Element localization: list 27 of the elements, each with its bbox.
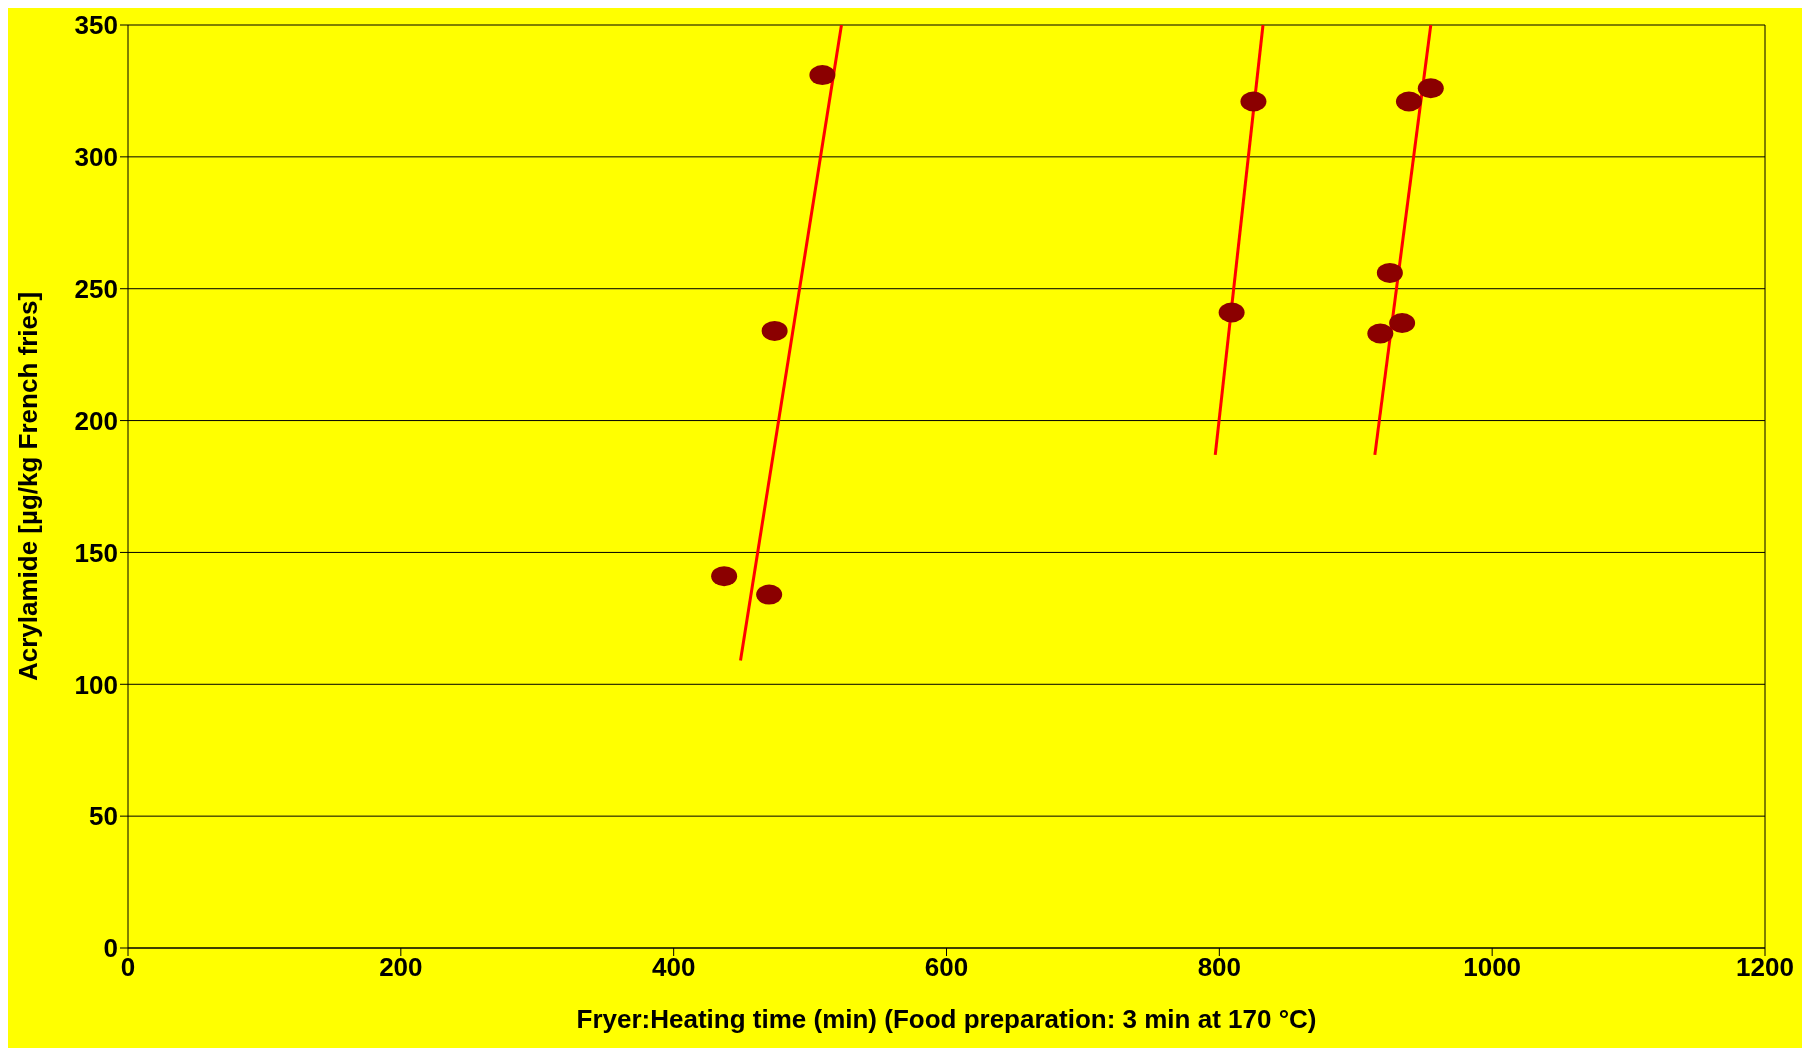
y-axis-title: Acrylamide [µg/kg French fries] — [13, 291, 44, 682]
point — [1417, 78, 1444, 99]
point — [809, 65, 836, 86]
y-tick-label: 0 — [103, 933, 118, 964]
x-tick-label: 200 — [379, 952, 423, 983]
y-tick-label: 250 — [74, 273, 118, 304]
y-tick-label: 50 — [89, 801, 118, 832]
point — [1376, 262, 1403, 283]
y-tick-label: 200 — [74, 405, 118, 436]
y-tick-label: 100 — [74, 669, 118, 700]
y-tick-label: 300 — [74, 142, 118, 173]
y-tick-label: 350 — [74, 10, 118, 41]
x-axis-title: Fryer:Heating time (min) (Food preparation: 3 min at 170 °C) — [576, 1004, 1317, 1034]
point — [756, 584, 783, 605]
point — [711, 566, 738, 587]
x-tick-label: 600 — [924, 952, 969, 983]
y-tick-label: 150 — [74, 537, 118, 568]
x-tick-label: 1000 — [1463, 952, 1522, 983]
point — [1395, 91, 1422, 112]
point — [1367, 323, 1394, 344]
x-tick-label: 800 — [1197, 952, 1242, 983]
point — [761, 320, 788, 341]
point — [1389, 313, 1416, 333]
x-tick-label: 1200 — [1736, 952, 1794, 983]
point — [1240, 91, 1267, 112]
point — [1218, 302, 1245, 323]
x-tick-label: 400 — [651, 952, 696, 983]
